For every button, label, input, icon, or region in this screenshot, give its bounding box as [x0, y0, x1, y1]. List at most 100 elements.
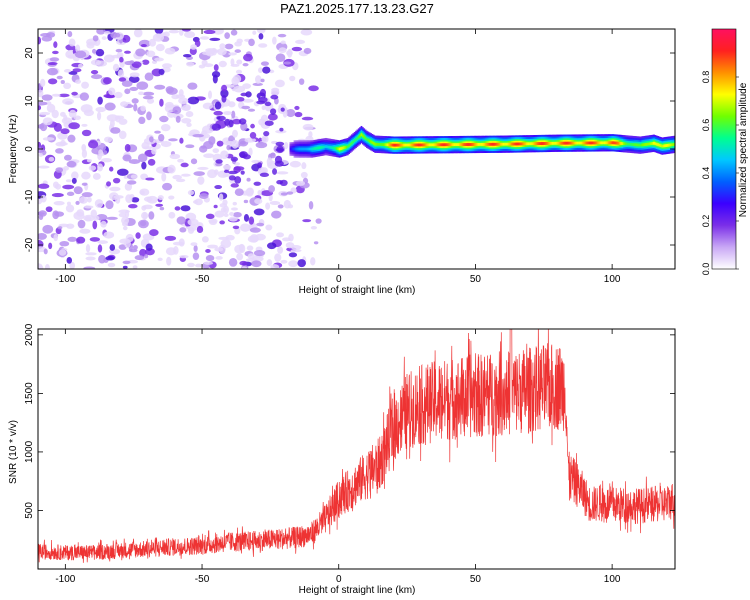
noise-blob	[114, 91, 123, 99]
ridge-cell	[456, 143, 459, 147]
ridge-cell	[653, 141, 655, 145]
ridge-cell	[658, 143, 661, 147]
noise-blob	[78, 196, 88, 204]
noise-blob	[48, 242, 53, 250]
noise-blob	[66, 223, 75, 229]
noise-blob	[266, 259, 273, 267]
noise-blob	[59, 142, 68, 146]
noise-blob	[228, 52, 237, 56]
ridge-cell	[385, 143, 387, 147]
noise-blob	[118, 77, 127, 82]
noise-blob	[74, 50, 87, 59]
noise-blob	[94, 199, 104, 208]
ridge-cell	[457, 143, 460, 147]
ridge-cell	[323, 145, 326, 149]
noise-blob	[234, 176, 242, 184]
spectrogram-noise-blobs	[38, 29, 323, 269]
noise-blob	[190, 44, 197, 50]
ridge-cell	[650, 142, 653, 146]
noise-blob	[217, 115, 226, 121]
noise-blob	[255, 75, 262, 84]
noise-blob	[140, 44, 147, 48]
noise-blob	[270, 108, 277, 115]
noise-blob	[242, 98, 254, 103]
ridge-cell	[513, 142, 516, 146]
noise-blob	[275, 53, 286, 62]
ridge-cell	[493, 142, 495, 146]
noise-blob	[280, 107, 285, 112]
noise-blob	[146, 111, 152, 121]
noise-blob	[159, 206, 165, 211]
ridge-cell	[344, 145, 346, 149]
noise-blob	[275, 148, 285, 152]
ridge-cell	[435, 143, 438, 147]
ridge-cell	[550, 141, 553, 145]
noise-blob	[258, 33, 264, 40]
noise-blob	[173, 246, 179, 255]
noise-blob	[279, 127, 284, 132]
noise-blob	[249, 132, 257, 139]
ridge-cell	[356, 136, 359, 140]
ridge-cell	[469, 143, 472, 146]
noise-blob	[112, 63, 120, 72]
ridge-cell	[530, 142, 532, 146]
noise-blob	[242, 154, 251, 160]
noise-blob	[234, 49, 241, 53]
ridge-cell	[613, 141, 616, 145]
ridge-cell	[669, 143, 672, 147]
ridge-cell	[568, 141, 571, 145]
ridge-cell	[433, 143, 435, 147]
noise-blob	[140, 220, 147, 227]
noise-blob	[131, 61, 142, 69]
noise-blob	[137, 153, 148, 163]
noise-blob	[141, 205, 147, 211]
ridge-cell	[297, 147, 300, 151]
noise-blob	[108, 87, 116, 96]
noise-blob	[230, 207, 238, 211]
noise-blob	[159, 98, 164, 107]
ridge-cell	[402, 143, 405, 147]
noise-blob	[42, 224, 54, 234]
ridge-cell	[304, 147, 307, 151]
ridge-cell	[411, 143, 413, 147]
noise-blob	[276, 171, 289, 175]
ridge-cell	[322, 145, 325, 149]
noise-blob	[39, 111, 51, 116]
ridge-cell	[621, 142, 624, 146]
noise-blob	[186, 61, 195, 67]
ridge-cell	[620, 142, 623, 145]
noise-blob	[128, 159, 141, 165]
noise-blob	[175, 178, 186, 183]
ridge-cell	[371, 141, 374, 145]
ridge-cell	[553, 141, 556, 145]
ridge-cell	[301, 147, 304, 151]
noise-blob	[132, 245, 138, 250]
noise-blob	[42, 137, 55, 141]
noise-blob	[283, 61, 292, 65]
ridge-cell	[601, 141, 603, 145]
ridge-cell	[290, 147, 293, 151]
snr-x-axis: -100 -50 0 50 100	[55, 329, 621, 585]
noise-blob	[106, 216, 118, 220]
noise-blob	[125, 194, 133, 204]
ridge-cell	[515, 142, 517, 146]
noise-blob	[302, 123, 314, 131]
noise-blob	[271, 87, 280, 92]
noise-blob	[236, 96, 245, 102]
ridge-cell	[490, 142, 493, 146]
ridge-cell	[512, 142, 515, 146]
ridge-cell	[464, 143, 467, 146]
noise-blob	[151, 60, 158, 65]
noise-blob	[92, 48, 97, 54]
ridge-cell	[416, 143, 419, 147]
colorbar-tick-label: 0.2	[701, 215, 711, 228]
noise-blob	[66, 191, 75, 197]
noise-blob	[172, 106, 182, 115]
x-tick-label: -50	[195, 574, 210, 585]
noise-blob	[214, 247, 224, 252]
y-tick-label: 500	[24, 502, 35, 519]
noise-blob	[267, 113, 278, 121]
ridge-cell	[521, 142, 524, 146]
